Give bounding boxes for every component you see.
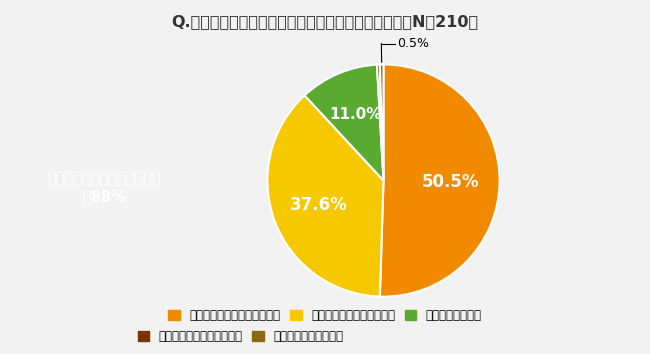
Text: 0.5%: 0.5% [398,37,430,50]
Legend: 以前よりやや嫌いになった, 以前より嫌いになった: 以前よりやや嫌いになった, 以前より嫌いになった [133,326,348,348]
Wedge shape [267,95,384,297]
Wedge shape [305,65,383,181]
Text: 11.0%: 11.0% [329,107,382,122]
Text: Q.プレゼン学習前と比べた彦根に対する意識の変化（N＝210）: Q.プレゼン学習前と比べた彦根に対する意識の変化（N＝210） [172,14,478,29]
Text: 37.6%: 37.6% [289,196,347,214]
Wedge shape [380,64,500,297]
Legend: 以前よりとても好きになった, 以前よりやや好きになった, 以前と変わらない: 以前よりとても好きになった, 以前よりやや好きになった, 以前と変わらない [163,304,487,327]
Text: 50.5%: 50.5% [422,173,480,190]
Wedge shape [377,64,384,181]
Wedge shape [380,64,383,181]
Text: 「以前より好きになった」計
約88%: 「以前より好きになった」計 約88% [47,171,161,204]
